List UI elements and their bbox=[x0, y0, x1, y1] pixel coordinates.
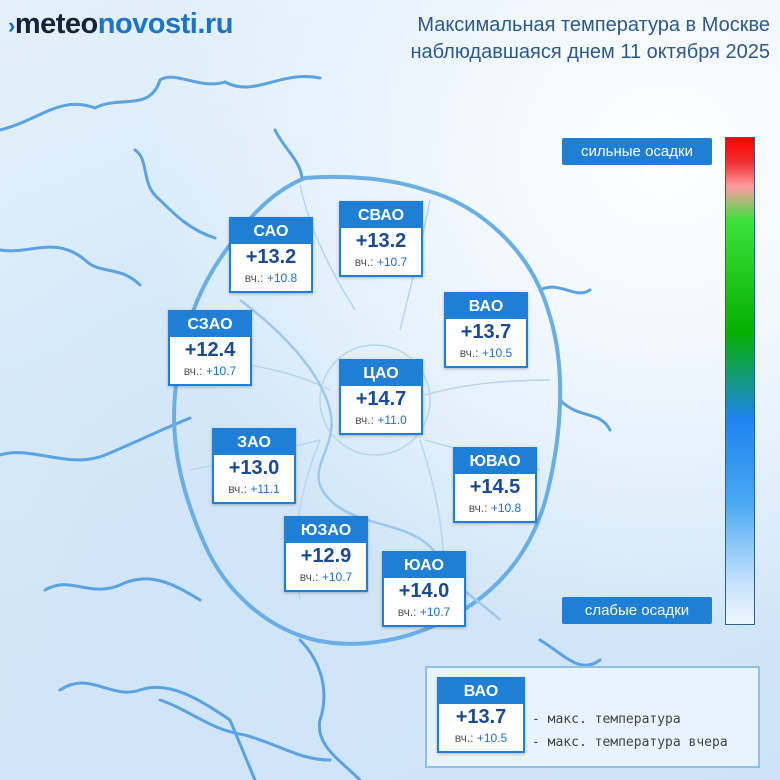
district-temp: +13.2 bbox=[245, 246, 297, 268]
legend-sample-name: ВАО bbox=[439, 679, 523, 704]
legend-max-temp-yesterday: - макс. температура вчера bbox=[532, 735, 728, 750]
yesterday-value: +10.5 bbox=[476, 731, 508, 745]
district-line bbox=[299, 184, 356, 311]
district-temp: +12.9 bbox=[300, 545, 352, 567]
district-temp: +13.0 bbox=[228, 457, 280, 479]
district-card-yuao[interactable]: ЮАО +14.0 вч.: +10.7 bbox=[382, 551, 466, 627]
region-boundary bbox=[43, 577, 202, 602]
map-title: Максимальная температура в Москве наблюд… bbox=[410, 12, 770, 66]
district-yesterday: вч.: +10.7 bbox=[384, 602, 464, 622]
district-temp: +13.7 bbox=[460, 321, 512, 343]
region-boundary bbox=[0, 416, 192, 462]
district-name: ЦАО bbox=[341, 361, 421, 386]
region-boundary bbox=[273, 128, 304, 180]
region-boundary bbox=[58, 681, 257, 780]
district-card-sao[interactable]: САО +13.2 вч.: +10.8 bbox=[229, 217, 313, 293]
yesterday-value: +10.7 bbox=[321, 570, 353, 584]
yesterday-prefix: вч.: bbox=[299, 570, 319, 584]
district-card-szao[interactable]: СЗАО +12.4 вч.: +10.7 bbox=[168, 310, 252, 386]
district-yesterday: вч.: +11.1 bbox=[214, 479, 294, 499]
district-temp: +13.2 bbox=[355, 230, 407, 252]
district-name: ЗАО bbox=[214, 430, 294, 455]
yesterday-prefix: вч.: bbox=[244, 271, 264, 285]
district-card-vao[interactable]: ВАО +13.7 вч.: +10.5 bbox=[444, 292, 528, 368]
legend-sample-yesterday: вч.: +10.5 bbox=[439, 728, 523, 748]
district-temp: +14.7 bbox=[355, 388, 407, 410]
title-line-1: Максимальная температура в Москве bbox=[417, 14, 770, 36]
region-boundary bbox=[0, 245, 142, 287]
yesterday-value: +10.8 bbox=[266, 271, 298, 285]
region-boundary bbox=[0, 75, 322, 132]
district-name: ЮАО bbox=[384, 553, 464, 578]
site-logo[interactable]: ›meteonovosti.ru bbox=[8, 8, 233, 41]
district-name: СВАО bbox=[341, 203, 421, 228]
legend-max-temp: - макс. температура bbox=[532, 712, 681, 727]
yesterday-prefix: вч.: bbox=[468, 501, 488, 515]
region-boundary bbox=[298, 638, 362, 780]
yesterday-value: +10.8 bbox=[490, 501, 522, 515]
district-yesterday: вч.: +10.8 bbox=[455, 498, 535, 518]
yesterday-value: +10.7 bbox=[419, 605, 451, 619]
district-card-yuvao[interactable]: ЮВАО +14.5 вч.: +10.8 bbox=[453, 447, 537, 523]
yesterday-prefix: вч.: bbox=[228, 482, 247, 496]
region-boundary bbox=[158, 698, 332, 762]
yesterday-value: +11.1 bbox=[250, 482, 280, 496]
district-name: СЗАО bbox=[170, 312, 250, 337]
yesterday-prefix: вч.: bbox=[454, 731, 474, 745]
yesterday-prefix: вч.: bbox=[354, 255, 374, 269]
district-card-tsao[interactable]: ЦАО +14.7 вч.: +11.0 bbox=[339, 359, 423, 435]
title-line-2: наблюдавшаяся днем 11 октября 2025 bbox=[410, 41, 770, 63]
precipitation-scale-bar bbox=[725, 137, 755, 625]
region-boundary bbox=[558, 398, 612, 432]
district-name: САО bbox=[231, 219, 311, 244]
legend-sample-temp: +13.7 bbox=[455, 706, 507, 728]
yesterday-prefix: вч.: bbox=[183, 364, 203, 378]
yesterday-value: +10.7 bbox=[205, 364, 237, 378]
district-temp: +12.4 bbox=[184, 339, 236, 361]
district-card-svao[interactable]: СВАО +13.2 вч.: +10.7 bbox=[339, 201, 423, 277]
logo-part-novosti: novosti.ru bbox=[97, 8, 234, 40]
legend-sample-card: ВАО +13.7 вч.: +10.5 bbox=[437, 677, 525, 753]
district-line bbox=[424, 379, 551, 396]
district-yesterday: вч.: +10.7 bbox=[286, 567, 366, 587]
region-boundary bbox=[133, 148, 217, 240]
yesterday-value: +10.7 bbox=[376, 255, 408, 269]
district-name: ЮЗАО bbox=[286, 518, 366, 543]
district-temp: +14.5 bbox=[469, 476, 521, 498]
scale-label-top: сильные осадки bbox=[562, 138, 712, 165]
yesterday-value: +10.5 bbox=[481, 346, 513, 360]
logo-mark-icon: › bbox=[8, 13, 15, 38]
district-name: ЮВАО bbox=[455, 449, 535, 474]
district-yesterday: вч.: +10.8 bbox=[231, 268, 311, 288]
logo-part-meteo: meteo bbox=[14, 8, 98, 40]
district-yesterday: вч.: +11.0 bbox=[341, 410, 421, 430]
region-boundary bbox=[538, 285, 592, 295]
yesterday-value: +11.0 bbox=[377, 413, 407, 427]
district-card-yuzao[interactable]: ЮЗАО +12.9 вч.: +10.7 bbox=[284, 516, 368, 592]
district-temp: +14.0 bbox=[398, 580, 450, 602]
district-yesterday: вч.: +10.7 bbox=[170, 361, 250, 381]
district-card-zao[interactable]: ЗАО +13.0 вч.: +11.1 bbox=[212, 428, 296, 504]
district-yesterday: вч.: +10.7 bbox=[341, 252, 421, 272]
yesterday-prefix: вч.: bbox=[355, 413, 374, 427]
district-yesterday: вч.: +10.5 bbox=[446, 343, 526, 363]
scale-label-bottom: слабые осадки bbox=[562, 597, 712, 624]
region-boundary bbox=[538, 638, 602, 667]
yesterday-prefix: вч.: bbox=[397, 605, 417, 619]
district-name: ВАО bbox=[446, 294, 526, 319]
yesterday-prefix: вч.: bbox=[459, 346, 479, 360]
center-ring bbox=[319, 344, 431, 456]
